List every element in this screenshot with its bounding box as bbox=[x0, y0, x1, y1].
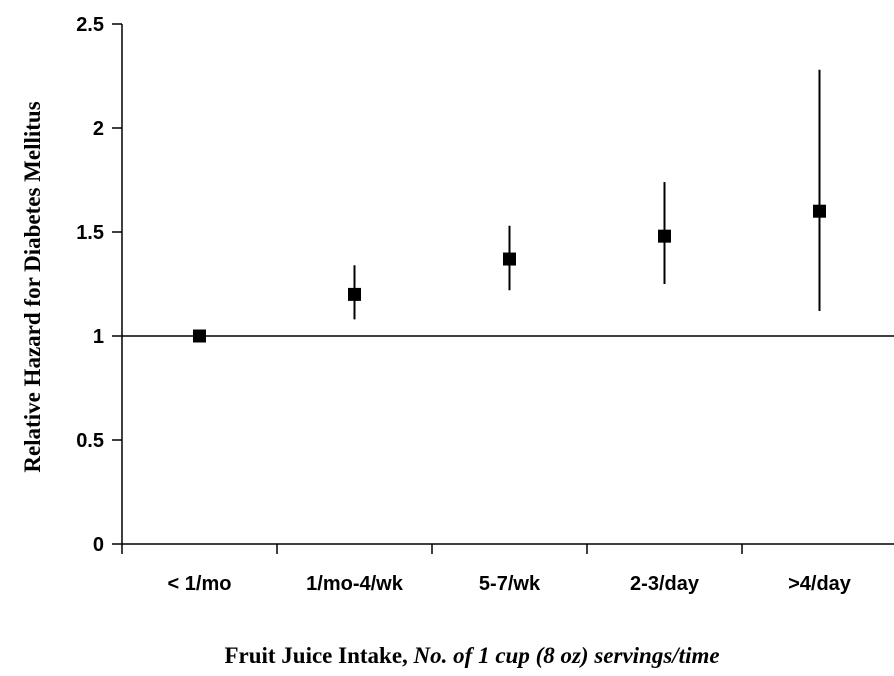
x-tick-label: 1/mo-4/wk bbox=[306, 573, 404, 595]
data-point bbox=[348, 287, 361, 301]
data-point bbox=[813, 204, 826, 218]
x-axis-title: Fruit Juice Intake, No. of 1 cup (8 oz) … bbox=[224, 643, 719, 668]
x-tick-label: < 1/mo bbox=[168, 573, 232, 595]
y-tick-label: 0.5 bbox=[76, 430, 104, 452]
x-axis-ticks: < 1/mo 1/mo-4/wk 5-7/wk 2-3/day >4/day bbox=[121, 544, 852, 595]
y-tick-label: 1.5 bbox=[76, 222, 104, 244]
data-point bbox=[193, 329, 206, 343]
x-tick-label: 5-7/wk bbox=[479, 573, 541, 595]
data-point bbox=[503, 252, 516, 266]
y-tick-label: 1 bbox=[93, 326, 104, 348]
x-axis-title-italic: No. of 1 cup (8 oz) servings/time bbox=[408, 643, 720, 668]
x-axis-title-main: Fruit Juice Intake, bbox=[224, 643, 407, 668]
error-bars bbox=[353, 69, 821, 320]
y-tick-label: 0 bbox=[93, 534, 104, 556]
y-tick-label: 2 bbox=[93, 118, 104, 140]
x-tick-label: 2-3/day bbox=[630, 573, 700, 595]
data-points bbox=[193, 204, 826, 343]
data-point bbox=[658, 229, 671, 243]
y-axis-ticks: 0 0.5 1 1.5 2 2.5 bbox=[76, 14, 122, 556]
y-axis-title: Relative Hazard for Diabetes Mellitus bbox=[20, 101, 45, 472]
y-tick-label: 2.5 bbox=[76, 14, 104, 36]
x-tick-label: >4/day bbox=[788, 573, 852, 595]
